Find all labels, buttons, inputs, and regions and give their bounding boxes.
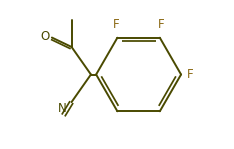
Text: O: O — [40, 30, 50, 43]
Text: N: N — [58, 102, 67, 115]
Text: F: F — [158, 18, 165, 31]
Text: F: F — [187, 68, 194, 81]
Text: F: F — [113, 18, 119, 31]
